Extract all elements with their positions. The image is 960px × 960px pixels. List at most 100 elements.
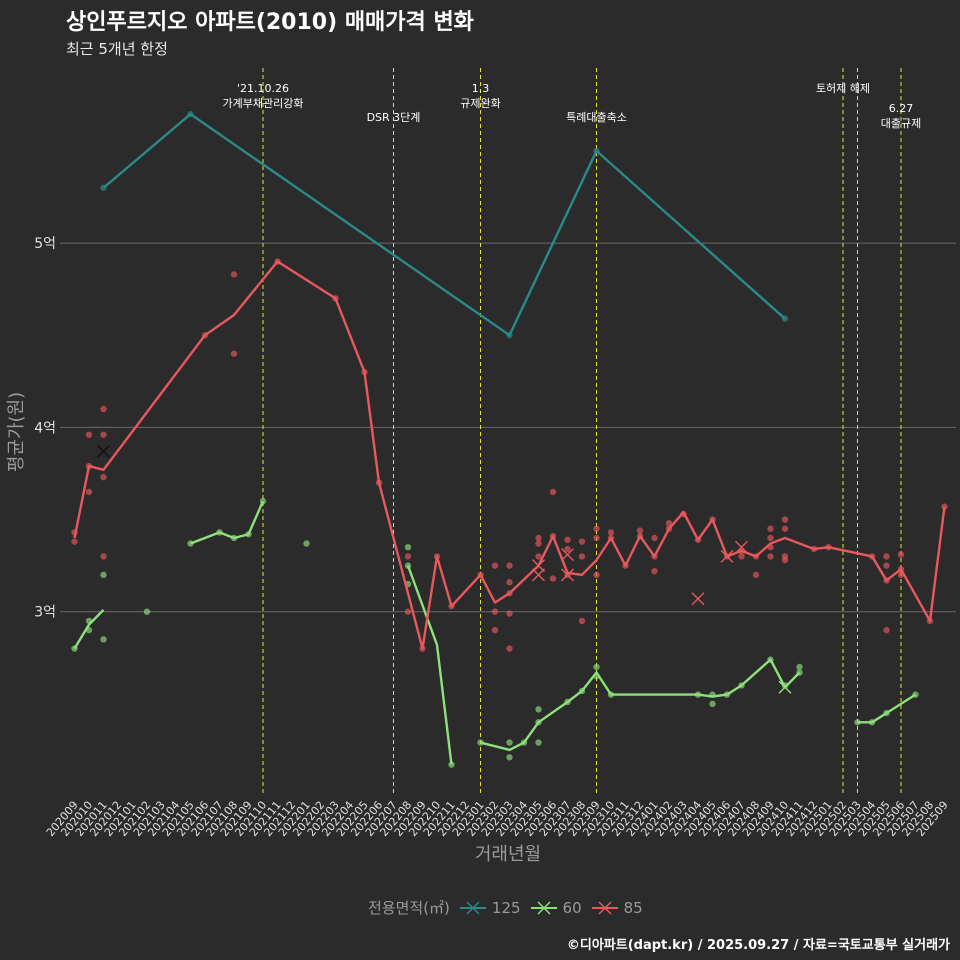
y-axis-title: 평균가(원) <box>6 392 27 472</box>
data-point <box>506 579 513 586</box>
data-point <box>897 551 905 558</box>
legend: 전용면적(㎡) 125 60 85 <box>368 897 651 918</box>
data-point <box>883 562 890 569</box>
event-label: 토허제 해제 <box>816 81 870 95</box>
data-point <box>230 350 238 357</box>
data-point <box>752 571 760 579</box>
cross-stroke <box>691 592 705 606</box>
event-label: '21.10.26 가계부채관리강화 <box>223 82 304 110</box>
cross-marker <box>97 444 110 458</box>
data-point <box>404 553 412 560</box>
data-point <box>491 608 499 615</box>
data-point <box>636 527 644 534</box>
chart-title: 상인푸르지오 아파트(2010) 매매가격 변화 <box>66 10 474 35</box>
cross-stroke <box>735 540 748 554</box>
cross-stroke <box>532 568 545 582</box>
data-point <box>651 567 658 575</box>
data-point <box>303 540 310 547</box>
cross-stroke <box>561 548 574 562</box>
cross-stroke <box>532 559 545 573</box>
cross-stroke <box>720 549 734 563</box>
data-point <box>883 626 890 634</box>
legend-label-60: 60 <box>562 898 582 917</box>
event-label: 1.3 규제완화 <box>460 82 500 110</box>
y-tick-label: 5억 <box>34 236 56 252</box>
data-point <box>578 553 586 560</box>
series-line <box>857 693 917 724</box>
data-point <box>781 556 789 564</box>
data-point <box>71 538 78 545</box>
data-point <box>593 534 600 542</box>
cross-marker <box>778 680 792 694</box>
data-point <box>767 553 774 560</box>
data-point <box>781 516 789 523</box>
data-point <box>549 575 557 582</box>
data-point <box>651 534 658 542</box>
cross-stroke <box>778 680 792 694</box>
cross-stroke <box>97 444 110 458</box>
data-point <box>404 543 412 551</box>
data-point <box>100 431 107 438</box>
data-point <box>564 536 571 544</box>
cross-marker <box>735 540 748 554</box>
data-point <box>100 636 107 643</box>
cross-marker <box>691 592 705 606</box>
data-point <box>607 529 615 536</box>
data-point <box>738 553 745 560</box>
y-tick-label: 3억 <box>34 605 56 621</box>
data-point <box>100 553 107 560</box>
data-point <box>883 553 890 560</box>
data-point <box>535 706 542 713</box>
series-85 <box>71 258 948 652</box>
data-point <box>535 553 542 560</box>
data-point <box>506 562 513 569</box>
event-label: DSR 3단계 <box>367 111 421 124</box>
legend-item-125: 125 <box>458 899 521 917</box>
data-point <box>491 626 499 634</box>
cross-marker <box>720 549 734 563</box>
series-line <box>73 609 105 650</box>
data-point <box>535 739 542 746</box>
data-point <box>767 525 774 532</box>
data-point <box>796 663 803 671</box>
data-point <box>506 610 513 617</box>
cross-marker <box>532 568 545 582</box>
data-point <box>593 663 600 671</box>
data-point <box>535 534 542 542</box>
data-point <box>549 488 557 496</box>
data-point <box>767 534 774 542</box>
data-point <box>100 571 107 579</box>
series-line <box>480 658 801 752</box>
series-line <box>190 500 265 545</box>
x-axis-title: 거래년월 <box>475 844 541 865</box>
cross-marker <box>561 568 574 582</box>
cross-marker <box>561 548 574 562</box>
legend-title: 전용면적(㎡) <box>368 899 450 917</box>
series-line <box>406 565 453 765</box>
data-point <box>665 520 673 527</box>
data-point <box>85 488 93 496</box>
data-point <box>85 431 93 438</box>
legend-key-125-icon <box>459 900 486 915</box>
cross-stroke <box>561 568 574 582</box>
legend-label-125: 125 <box>491 898 521 917</box>
series-60 <box>71 497 919 768</box>
chart-subtitle: 최근 5개년 한정 <box>66 40 168 58</box>
event-label: 6.27 대출규제 <box>881 102 921 130</box>
data-point <box>535 540 542 547</box>
data-point <box>143 608 151 615</box>
data-point <box>506 739 513 746</box>
data-point <box>593 525 600 532</box>
data-point <box>578 617 586 625</box>
data-point <box>506 645 513 652</box>
cross-marker <box>532 559 545 573</box>
data-point <box>709 700 716 708</box>
data-point <box>230 271 238 278</box>
source-caption: ©디아파트(dapt.kr) / 2025.09.27 / 자료=국토교통부 실… <box>566 938 950 953</box>
y-tick-label: 4억 <box>34 420 56 436</box>
data-point <box>491 562 499 569</box>
legend-key-60-icon <box>530 900 557 915</box>
series-125 <box>100 110 789 339</box>
data-point <box>404 608 412 615</box>
